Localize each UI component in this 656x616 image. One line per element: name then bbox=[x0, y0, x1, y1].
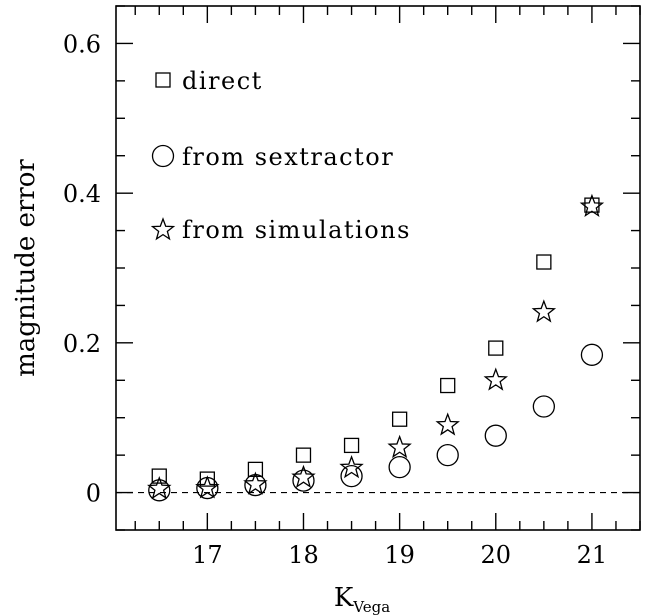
legend-entry-simulations: from simulations bbox=[150, 216, 411, 244]
y-tick-label: 0 bbox=[86, 480, 101, 508]
circle-point-sextractor bbox=[532, 395, 556, 418]
square-point-direct bbox=[151, 468, 167, 484]
x-axis-label: KVega bbox=[334, 583, 390, 616]
star-point-simulations bbox=[147, 475, 172, 500]
square-point-direct bbox=[247, 461, 264, 478]
circle-point-sextractor bbox=[196, 476, 219, 500]
star-point-simulations bbox=[291, 464, 316, 489]
x-tick-label: 17 bbox=[192, 541, 223, 569]
y-tick-label: 0.2 bbox=[63, 330, 101, 358]
star-point-simulations bbox=[579, 193, 605, 218]
legend-label-simulations: from simulations bbox=[182, 216, 411, 244]
legend-label-direct: direct bbox=[182, 67, 263, 95]
star-point-simulations bbox=[243, 471, 268, 495]
y-axis-label: magnitude error bbox=[11, 159, 41, 377]
x-axis-label-subscript: Vega bbox=[352, 598, 390, 616]
circle-point-sextractor bbox=[148, 479, 171, 502]
square-point-direct bbox=[199, 471, 215, 487]
legend-entry-direct: direct bbox=[155, 67, 263, 95]
circle-point-sextractor bbox=[436, 443, 459, 467]
star-point-simulations bbox=[195, 475, 220, 499]
legend: direct from sextractor from simulations bbox=[150, 67, 411, 244]
legend-label-sextractor: from sextractor bbox=[182, 143, 394, 171]
square-point-direct bbox=[343, 437, 360, 454]
square-point-direct bbox=[536, 254, 552, 270]
circle-point-sextractor bbox=[340, 464, 363, 488]
x-tick-label: 19 bbox=[384, 541, 415, 569]
star-point-simulations bbox=[531, 299, 557, 323]
star-point-simulations bbox=[387, 434, 412, 459]
square-point-direct bbox=[584, 197, 600, 213]
x-tick-label: 18 bbox=[288, 541, 319, 569]
circle-point-sextractor bbox=[388, 455, 411, 479]
legend-entry-sextractor: from sextractor bbox=[151, 143, 394, 171]
square-point-direct bbox=[488, 340, 504, 356]
legend-marker-star bbox=[150, 217, 176, 241]
plot-frame bbox=[115, 5, 641, 531]
y-tick-label: 0.4 bbox=[63, 180, 101, 208]
legend-marker-square bbox=[155, 72, 171, 88]
x-axis-label-main: K bbox=[334, 583, 354, 613]
x-tick-label: 21 bbox=[577, 541, 608, 569]
star-point-simulations bbox=[483, 367, 509, 391]
circle-point-sextractor bbox=[580, 343, 604, 366]
square-point-direct bbox=[295, 447, 312, 463]
star-point-simulations bbox=[435, 412, 460, 436]
circle-point-sextractor bbox=[484, 424, 507, 447]
circle-point-sextractor bbox=[292, 469, 315, 492]
star-point-simulations bbox=[339, 455, 364, 479]
x-tick-label: 20 bbox=[481, 541, 512, 569]
square-point-direct bbox=[440, 377, 456, 394]
circle-point-sextractor bbox=[244, 473, 267, 497]
tick-labels-layer: 17 18 19 20 21 0 0.2 0.4 0.6 bbox=[63, 30, 607, 569]
legend-marker-circle bbox=[151, 144, 175, 168]
y-tick-label: 0.6 bbox=[63, 30, 101, 58]
points-layer bbox=[147, 193, 605, 502]
square-point-direct bbox=[391, 411, 408, 427]
